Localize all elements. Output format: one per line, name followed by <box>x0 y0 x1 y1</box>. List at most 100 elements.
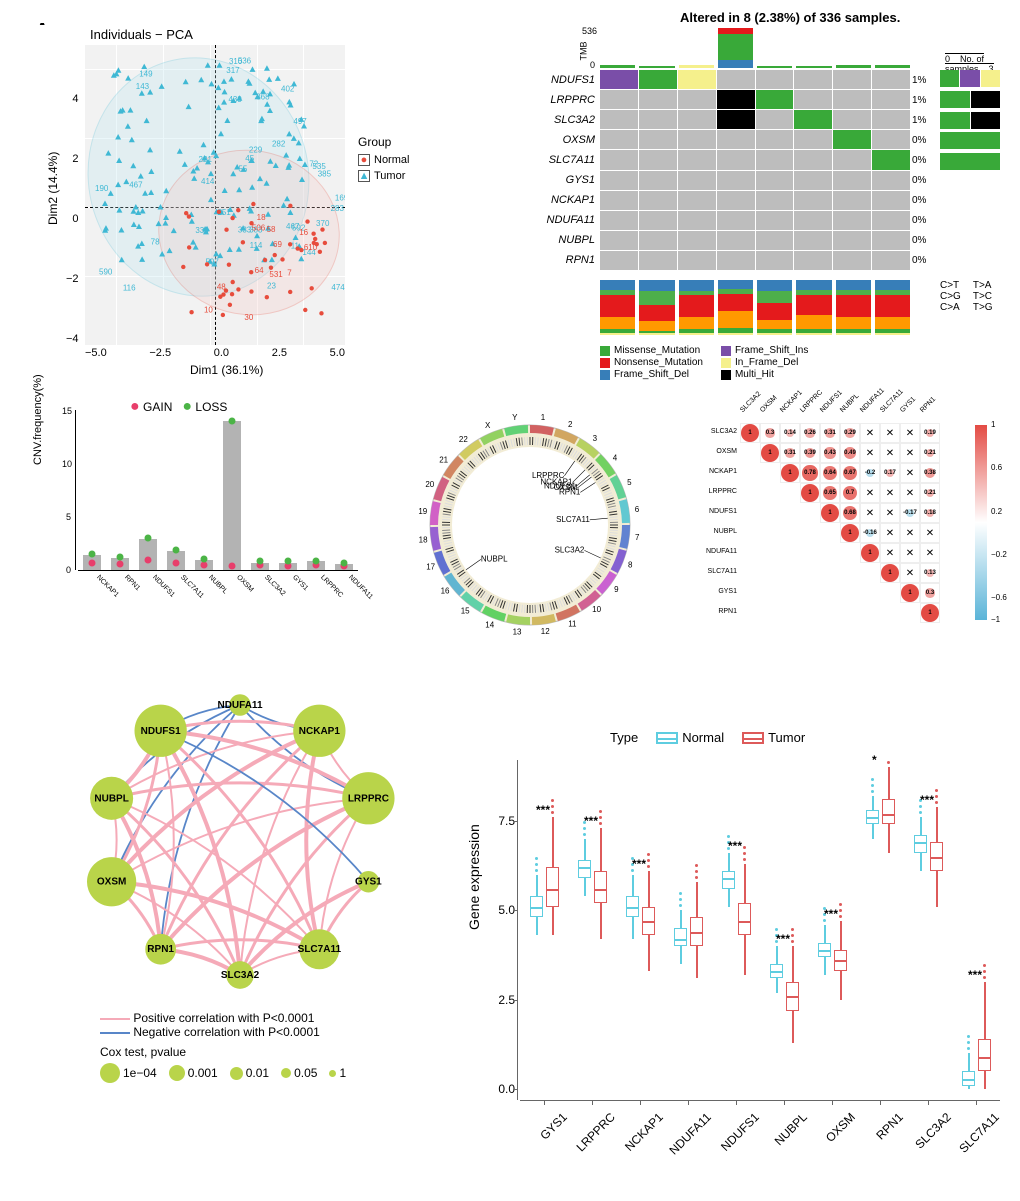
substitution-bars <box>600 280 910 335</box>
svg-text:169: 169 <box>335 193 345 202</box>
svg-text:317: 317 <box>226 66 240 75</box>
svg-text:Y: Y <box>512 413 518 422</box>
svg-text:283: 283 <box>331 204 345 213</box>
svg-text:SLC3A2: SLC3A2 <box>555 545 585 554</box>
svg-text:439: 439 <box>228 95 242 104</box>
svg-text:3: 3 <box>593 434 598 443</box>
svg-text:10: 10 <box>204 306 213 315</box>
svg-text:467: 467 <box>129 180 143 189</box>
svg-text:13: 13 <box>513 627 522 636</box>
boxplot-area: 0.02.55.07.5***GYS1***LRPPRC***NCKAP1NDU… <box>520 760 1000 1100</box>
svg-text:7: 7 <box>287 269 292 278</box>
svg-text:14: 14 <box>485 620 494 629</box>
svg-text:7: 7 <box>635 533 640 542</box>
pca-title: Individuals − PCA <box>90 27 193 42</box>
cnv-plot: 0 5 10 15 NCKAP1RPN1NDUFS1SLC7A11NUBPLOX… <box>78 410 358 570</box>
panel-g-boxplot: Type Normal Tumor Gene expression 0.02.5… <box>460 730 1015 1170</box>
svg-text:12: 12 <box>541 627 550 636</box>
svg-text:58: 58 <box>267 225 276 234</box>
panel-e-corrplot: SLC3A2SLC3A2OXSMOXSMNCKAP1NCKAP1LRPPRCLR… <box>685 395 1015 645</box>
substitution-legend: C>T C>G C>A T>A T>C T>G <box>940 280 993 313</box>
svg-text:5: 5 <box>627 478 632 487</box>
svg-text:RPN1: RPN1 <box>147 944 174 955</box>
pca-points: 1903104559759241411443914416947433628378… <box>85 45 345 345</box>
svg-text:370: 370 <box>316 219 330 228</box>
svg-text:1: 1 <box>541 413 546 422</box>
svg-text:497: 497 <box>293 117 307 126</box>
svg-text:55: 55 <box>238 165 247 174</box>
circos-svg: 12345678910111213141516171819202122XY LR… <box>380 395 680 645</box>
svg-text:15: 15 <box>461 606 470 615</box>
svg-text:10: 10 <box>592 605 601 614</box>
pca-y-ticks: 420−2−4 <box>66 45 79 345</box>
svg-text:149: 149 <box>139 70 153 79</box>
svg-text:RPN1: RPN1 <box>559 487 581 496</box>
onco-pct: 1%1%1%0%0%0%0%0%0%0% <box>912 70 936 270</box>
svg-text:20: 20 <box>425 480 434 489</box>
svg-text:8: 8 <box>628 560 633 569</box>
tmb-max: 536 <box>582 26 597 36</box>
pca-legend-title: Group <box>358 135 409 149</box>
svg-text:OXSM: OXSM <box>97 877 126 888</box>
svg-text:229: 229 <box>249 146 263 155</box>
svg-text:19: 19 <box>418 507 427 516</box>
svg-text:18: 18 <box>419 535 428 544</box>
tmb-min: 0 <box>590 60 595 70</box>
svg-text:GYS1: GYS1 <box>355 877 382 888</box>
svg-text:590: 590 <box>99 267 113 276</box>
svg-text:114: 114 <box>250 241 263 250</box>
svg-text:402: 402 <box>281 85 295 94</box>
svg-text:22: 22 <box>459 435 468 444</box>
svg-text:SLC3A2: SLC3A2 <box>221 970 260 981</box>
svg-text:64: 64 <box>255 266 264 275</box>
svg-text:NCKAP1: NCKAP1 <box>299 726 341 737</box>
svg-text:474: 474 <box>331 283 345 292</box>
tmb-label: TMB <box>579 42 589 61</box>
boxplot-legend: Type Normal Tumor <box>610 730 805 745</box>
svg-text:2: 2 <box>568 420 573 429</box>
onco-grid <box>600 70 910 270</box>
svg-text:6: 6 <box>635 505 640 514</box>
svg-text:190: 190 <box>95 184 109 193</box>
svg-text:368: 368 <box>256 93 270 102</box>
svg-text:18: 18 <box>257 213 266 222</box>
legend-normal: ●Normal <box>358 152 409 168</box>
svg-text:30: 30 <box>244 313 253 322</box>
onco-sidebars <box>940 70 1000 170</box>
svg-text:LRPPRC: LRPPRC <box>348 793 389 804</box>
pca-plot-area: 1903104559759241411443914416947433628378… <box>85 45 345 345</box>
svg-text:116: 116 <box>123 284 136 293</box>
corr-grid: SLC3A2SLC3A2OXSMOXSMNCKAP1NCKAP1LRPPRCLR… <box>740 423 960 623</box>
corr-colorbar <box>975 425 987 620</box>
onco-row-labels: NDUFS1LRPPRCSLC3A2OXSMSLC7A11GYS1NCKAP1N… <box>530 70 598 270</box>
svg-text:385: 385 <box>318 169 332 178</box>
svg-text:16: 16 <box>299 228 308 237</box>
svg-text:23: 23 <box>267 281 276 290</box>
net-legend: Positive correlation with P<0.0001 Negat… <box>100 1011 346 1083</box>
svg-text:506: 506 <box>252 223 266 232</box>
svg-text:17: 17 <box>426 562 435 571</box>
panel-d-circos: 12345678910111213141516171819202122XY LR… <box>380 395 680 645</box>
pca-legend: Group ●Normal ▲Tumor <box>358 135 409 184</box>
svg-text:536: 536 <box>238 56 252 65</box>
mutation-legend: Missense_MutationNonsense_MutationFrame_… <box>600 345 808 381</box>
panel-a-pca: Individuals − PCA 1903104559759241411443… <box>30 25 510 375</box>
svg-text:221: 221 <box>199 155 213 164</box>
cox-legend-title: Cox test, pvalue <box>100 1045 346 1059</box>
legend-tumor: ▲Tumor <box>358 168 409 184</box>
svg-text:NUBPL: NUBPL <box>481 555 508 564</box>
svg-text:4: 4 <box>613 453 618 462</box>
oncoprint-title: Altered in 8 (2.38%) of 336 samples. <box>680 10 900 25</box>
svg-text:414: 414 <box>201 177 215 186</box>
cnv-ylabel: CNV.frequency(%) <box>32 374 44 465</box>
svg-text:16: 16 <box>441 587 450 596</box>
tmb-bars <box>600 28 910 68</box>
svg-text:69: 69 <box>273 240 282 249</box>
svg-text:X: X <box>485 421 491 430</box>
svg-text:NDUFA11: NDUFA11 <box>217 700 262 711</box>
svg-text:336: 336 <box>195 226 209 235</box>
panel-b-oncoprint: Altered in 8 (2.38%) of 336 samples. TMB… <box>530 10 1005 375</box>
pca-ylabel: Dim2 (14.4%) <box>46 152 60 225</box>
svg-text:143: 143 <box>136 82 150 91</box>
svg-text:45: 45 <box>245 154 254 163</box>
